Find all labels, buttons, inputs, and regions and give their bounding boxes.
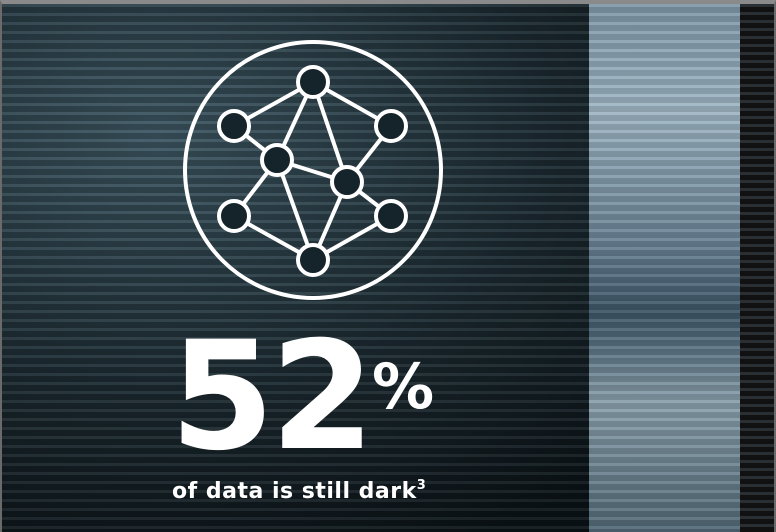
caption: of data is still dark3 xyxy=(172,478,426,504)
network-icon xyxy=(2,4,776,532)
infographic-card: 52 % of data is still dark3 xyxy=(0,0,776,532)
caption-text: of data is still dark xyxy=(172,479,417,504)
stat-value: 52 xyxy=(170,322,371,472)
footnote-marker: 3 xyxy=(417,478,427,493)
stat-unit: % xyxy=(372,356,434,418)
